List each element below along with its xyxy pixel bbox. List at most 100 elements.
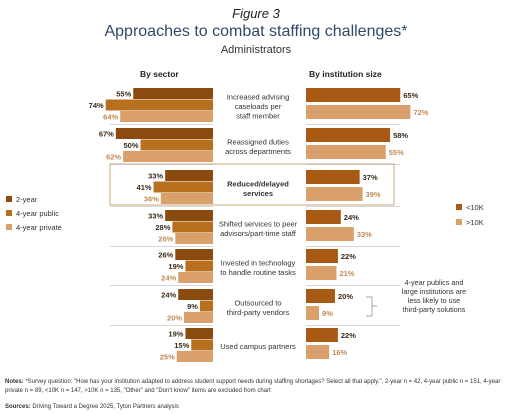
bar-size-over-10k	[306, 345, 330, 359]
value-label: 33%	[148, 172, 163, 181]
sources: Sources: Driving Toward a Degree 2025, T…	[5, 404, 179, 410]
value-label: 28%	[155, 223, 170, 232]
category-label: third-party vendors	[227, 308, 290, 317]
value-label: 55%	[389, 148, 404, 157]
value-label: 50%	[123, 141, 138, 150]
value-label: 36%	[144, 195, 159, 204]
bar-size-under-10k	[306, 249, 338, 263]
legend-swatch	[6, 210, 12, 216]
bar-size-under-10k	[306, 128, 391, 142]
annotation-text: 4-year publics and	[405, 278, 464, 287]
bar-sector-4-year-public	[172, 221, 213, 233]
value-label: 21%	[339, 269, 354, 278]
category-label: Invested in technology	[221, 258, 296, 267]
value-label: 72%	[413, 108, 428, 117]
bar-sector-4-year-public	[140, 139, 213, 151]
value-label: 22%	[341, 252, 356, 261]
value-label: 24%	[161, 274, 176, 283]
annotation-text: third-party solutions	[403, 305, 466, 314]
value-label: 24%	[344, 213, 359, 222]
left-panel-heading: By sector	[140, 69, 179, 79]
legend-swatch	[6, 196, 12, 202]
value-labels-layer: 55% 74% 64% 65% 72% 67% 50%62% 58% 55% 33% 41% 36% 3…	[89, 90, 429, 362]
bar-sector-2-year	[185, 328, 213, 339]
sources-label: Sources:	[5, 404, 31, 410]
bar-sector-4-year-private	[123, 151, 213, 162]
bar-size-under-10k	[306, 328, 338, 342]
notes: Notes: *Survey question: "How has your i…	[5, 378, 505, 396]
figure-number: Figure 3	[232, 6, 280, 21]
bar-sector-4-year-private	[175, 233, 213, 244]
value-label: 24%	[161, 291, 176, 300]
chart-subtitle: Administrators	[220, 44, 292, 56]
legend-label: <10K	[466, 203, 484, 212]
value-label: 41%	[137, 183, 152, 192]
bar-sector-4-year-private	[120, 111, 213, 122]
legend-swatch	[456, 204, 462, 210]
value-label: 26%	[158, 235, 173, 244]
category-label: Shifted services to peer	[219, 219, 298, 228]
category-label: Reassigned duties	[227, 137, 289, 146]
value-label: 15%	[174, 341, 189, 350]
bar-size-over-10k	[306, 145, 386, 159]
guide-lines	[110, 124, 400, 326]
value-label: 33%	[148, 212, 163, 221]
notes-text: *Survey question: "How has your institut…	[5, 379, 501, 394]
value-label: 74%	[89, 101, 104, 110]
value-label: 20%	[167, 314, 182, 323]
value-label: 65%	[403, 91, 418, 100]
value-label: 37%	[363, 173, 378, 182]
value-label: 25%	[160, 353, 175, 362]
bar-sector-4-year-private	[178, 272, 213, 283]
bar-sector-4-year-private	[184, 312, 213, 323]
annotation-text: less likely to use	[408, 296, 460, 305]
category-label: advisors/part-time staff	[220, 229, 297, 238]
legend-swatch	[456, 219, 462, 225]
legend-label: >10K	[466, 218, 484, 227]
right-panel-heading: By institution size	[309, 69, 382, 79]
bar-size-over-10k	[306, 105, 411, 119]
annotation-bracket	[366, 296, 377, 317]
value-label: 26%	[158, 251, 173, 260]
bar-size-over-10k	[306, 227, 354, 241]
chart-title: Approaches to combat staffing challenges…	[104, 23, 408, 40]
bar-sector-2-year	[178, 289, 213, 300]
bar-size-under-10k	[306, 210, 341, 224]
bar-sector-2-year	[165, 210, 213, 221]
value-label: 19%	[168, 262, 183, 271]
bar-size-over-10k	[306, 266, 337, 280]
bar-size-under-10k	[306, 88, 401, 102]
bar-size-over-10k	[306, 306, 320, 320]
legend-swatch	[6, 224, 12, 230]
value-label: 20%	[338, 292, 353, 301]
bar-sector-4-year-public	[199, 300, 213, 312]
category-label: Used campus partners	[220, 342, 296, 351]
legend-layer: 2-year 4-year public 4-year private <10K >10…	[6, 195, 484, 232]
bar-size-under-10k	[306, 170, 360, 184]
bar-sector-4-year-public	[153, 181, 213, 193]
legend-label: 2-year	[16, 195, 38, 204]
bars-layer	[105, 88, 411, 362]
category-label: staff member	[236, 112, 280, 121]
value-label: 16%	[332, 348, 347, 357]
bar-size-under-10k	[306, 289, 335, 303]
highlight-box	[109, 163, 395, 206]
legend-label: 4-year public	[16, 209, 59, 218]
value-label: 33%	[357, 230, 372, 239]
bar-sector-4-year-private	[176, 351, 213, 362]
bar-sector-4-year-public	[185, 260, 213, 272]
category-label: across departments	[225, 147, 291, 156]
bar-sector-2-year	[165, 170, 213, 181]
bar-sector-2-year	[175, 249, 213, 260]
value-label: 22%	[341, 331, 356, 340]
value-label: 64%	[103, 113, 118, 122]
legend-label: 4-year private	[16, 223, 62, 232]
category-label: services	[243, 189, 273, 198]
bar-sector-2-year	[133, 88, 213, 99]
notes-label: Notes:	[5, 379, 24, 385]
category-label: Reduced/delayed	[227, 179, 289, 188]
value-label: 39%	[366, 190, 381, 199]
